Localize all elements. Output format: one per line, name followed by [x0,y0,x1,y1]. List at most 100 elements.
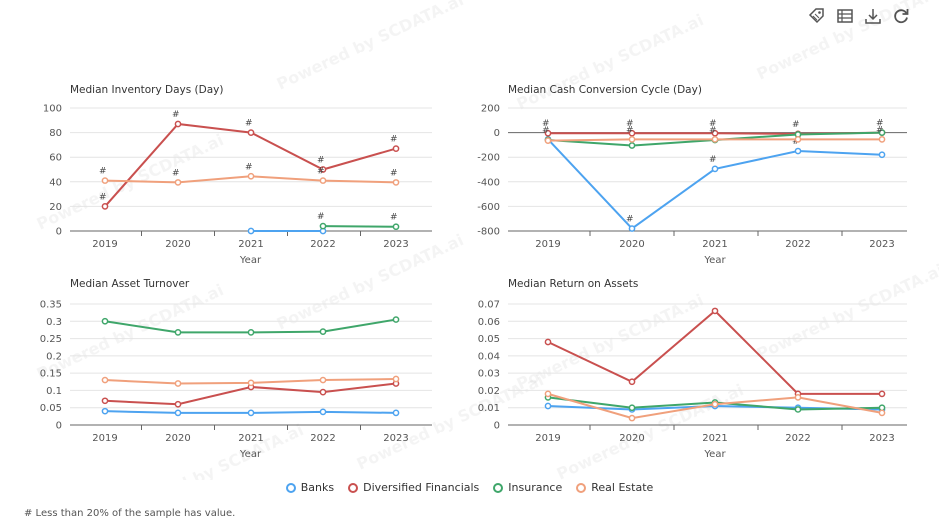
legend-item-diversified-financials[interactable]: Diversified Financials [348,481,479,494]
data-point[interactable] [101,376,109,384]
data-point[interactable] [392,179,400,186]
download-icon[interactable] [863,6,883,26]
legend-swatch [493,482,504,493]
low-sample-flag: # [626,125,634,135]
data-point[interactable] [174,400,182,408]
data-point[interactable] [794,147,802,155]
x-tick-label: 2023 [383,433,408,444]
data-point[interactable] [878,151,886,159]
data-point[interactable] [392,375,400,383]
data-point[interactable] [174,179,182,186]
chart-median-inventory-days-day-: Median Inventory Days (Day) 0 20 40 60 80 100 2… [43,84,432,266]
low-sample-flag: # [792,137,800,147]
data-point[interactable] [628,404,636,412]
data-point[interactable] [628,378,636,386]
data-point[interactable] [544,137,552,144]
data-point[interactable] [544,338,552,346]
data-point[interactable] [711,400,719,408]
x-axis-label: Year [239,449,262,460]
data-point[interactable] [544,390,552,398]
x-tick-label: 2019 [535,239,560,250]
series-banks [101,407,400,417]
low-sample-flag: # [317,156,325,166]
y-tick-label: 0 [494,128,500,139]
tag-icon[interactable] [807,6,827,26]
data-point[interactable] [878,136,886,143]
data-point[interactable] [711,307,719,315]
data-point[interactable] [392,145,400,152]
data-point[interactable] [247,409,255,417]
data-point[interactable] [319,376,327,384]
data-point[interactable] [878,390,886,398]
data-point[interactable] [174,328,182,336]
legend-item-insurance[interactable]: Insurance [493,481,562,494]
x-axis-label: Year [239,255,262,266]
low-sample-flag: # [245,119,253,129]
data-point[interactable] [628,129,636,137]
low-sample-flag: # [876,119,884,129]
data-point[interactable] [319,222,327,230]
x-tick-label: 2019 [92,433,117,444]
data-point[interactable] [101,203,109,210]
data-point[interactable] [174,380,182,387]
data-point[interactable] [247,172,255,180]
data-point[interactable] [878,404,886,412]
data-point[interactable] [544,402,552,410]
data-point[interactable] [319,388,327,396]
legend-swatch [348,482,359,493]
data-point[interactable] [794,393,802,401]
data-point[interactable] [544,129,552,137]
data-point[interactable] [247,129,255,136]
x-tick-label: 2023 [383,239,408,250]
data-point[interactable] [319,328,327,336]
data-point[interactable] [319,177,327,184]
data-point[interactable] [794,406,802,413]
legend-item-real-estate[interactable]: Real Estate [576,481,653,494]
data-point[interactable] [247,328,255,336]
table-view-icon[interactable] [835,6,855,26]
data-point[interactable] [101,407,109,415]
y-tick-label: 0 [56,421,62,432]
data-point[interactable] [319,166,327,173]
data-point[interactable] [878,409,886,417]
chart-title: Median Asset Turnover [70,278,190,290]
x-axis-label: Year [703,255,726,266]
data-point[interactable] [319,408,327,416]
data-point[interactable] [711,165,719,173]
data-point[interactable] [101,317,109,325]
legend-label: Diversified Financials [363,481,480,494]
data-point[interactable] [628,414,636,422]
data-point[interactable] [794,136,802,143]
y-tick-label: -600 [477,202,500,213]
data-point[interactable] [392,223,400,231]
data-point[interactable] [174,120,182,128]
data-point[interactable] [711,129,719,137]
low-sample-flag: # [709,155,717,165]
data-point[interactable] [247,227,255,235]
data-point[interactable] [392,316,400,323]
chart-median-cash-conversion-cycle-day-: Median Cash Conversion Cycle (Day) -800 -6… [477,84,907,266]
footnote: # Less than 20% of the sample has value. [24,508,236,519]
refresh-icon[interactable] [891,6,911,26]
legend-item-banks[interactable]: Banks [285,481,334,494]
data-point[interactable] [101,177,109,184]
data-point[interactable] [101,397,109,405]
data-point[interactable] [628,142,636,149]
data-point[interactable] [628,136,636,143]
data-point[interactable] [711,136,719,143]
x-tick-label: 2021 [238,239,263,250]
legend-label: Insurance [508,481,563,494]
series-banks [247,227,327,235]
data-point[interactable] [628,225,636,232]
data-point[interactable] [392,409,400,417]
x-tick-label: 2022 [785,239,810,250]
data-point[interactable] [247,379,255,387]
series-diversified-financials: ##### [99,110,400,210]
watermark-text: Powered by SCDATA.ai [554,380,747,480]
data-point[interactable] [878,129,886,136]
y-tick-label: 0.35 [40,300,62,311]
y-tick-label: -800 [477,227,500,238]
data-point[interactable] [174,409,182,417]
series-banks: # # # [544,136,886,232]
low-sample-flag: # [317,167,325,177]
